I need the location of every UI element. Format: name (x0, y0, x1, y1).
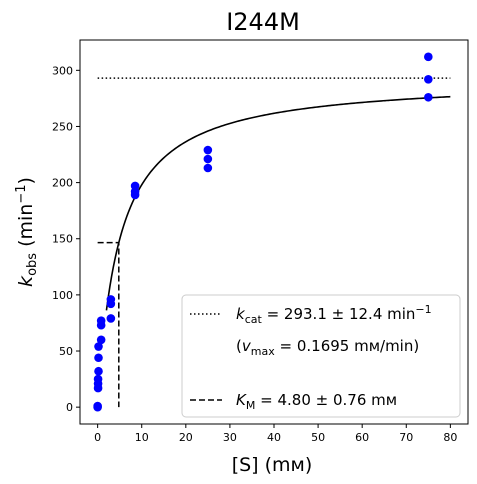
data-point (96, 316, 106, 326)
x-tick-label: 70 (399, 431, 413, 444)
x-tick-label: 10 (135, 431, 149, 444)
data-point (94, 342, 103, 351)
axes-frame (79, 39, 469, 425)
data-point (94, 366, 103, 376)
x-tick-label: 0 (94, 431, 101, 444)
x-tick-label: 30 (223, 431, 237, 444)
x-tick-label: 40 (267, 431, 281, 444)
y-tick-label: 250 (52, 120, 73, 133)
y-tick-label: 300 (52, 64, 73, 77)
legend-kcat-label: kcat = 293.1 ± 12.4 min−1 (236, 303, 432, 326)
data-point (93, 401, 102, 411)
x-tick-label: 60 (355, 431, 369, 444)
legend-vmax-label: (vmax = 0.1695 mм/min) (236, 337, 419, 358)
fit-curve (105, 95, 451, 311)
plot-area (93, 52, 451, 412)
data-point (94, 353, 103, 363)
data-point (96, 335, 106, 345)
data-point (424, 92, 433, 102)
x-axis-title: [S] (mм) (232, 454, 313, 476)
y-tick-label: 150 (52, 233, 73, 246)
legend: kcat = 293.1 ± 12.4 min−1 (vmax = 0.1695… (181, 294, 461, 418)
data-point (106, 295, 116, 304)
y-tick-label: 50 (59, 345, 73, 358)
y-tick-label: 100 (52, 289, 73, 302)
data-point (203, 145, 213, 155)
y-tick-label: 200 (52, 177, 73, 190)
axis-ticks: 0 10 20 30 40 50 60 70 80 0 50 100 150 200 250 300 (52, 64, 457, 444)
data-point (424, 74, 433, 84)
data-point (203, 154, 213, 164)
data-point (203, 163, 213, 173)
y-axis-title: kobs (min−1) (14, 177, 40, 287)
x-tick-label: 50 (311, 431, 325, 444)
legend-km-label: KM = 4.80 ± 0.76 mм (236, 391, 397, 412)
y-tick-label: 0 (66, 401, 73, 414)
data-point (106, 314, 116, 323)
data-point (130, 181, 140, 191)
legend-box (181, 294, 461, 418)
data-point (424, 52, 433, 62)
x-tick-label: 80 (443, 431, 457, 444)
data-point (93, 374, 103, 384)
x-tick-label: 20 (179, 431, 193, 444)
chart-title: I244M (226, 8, 300, 36)
